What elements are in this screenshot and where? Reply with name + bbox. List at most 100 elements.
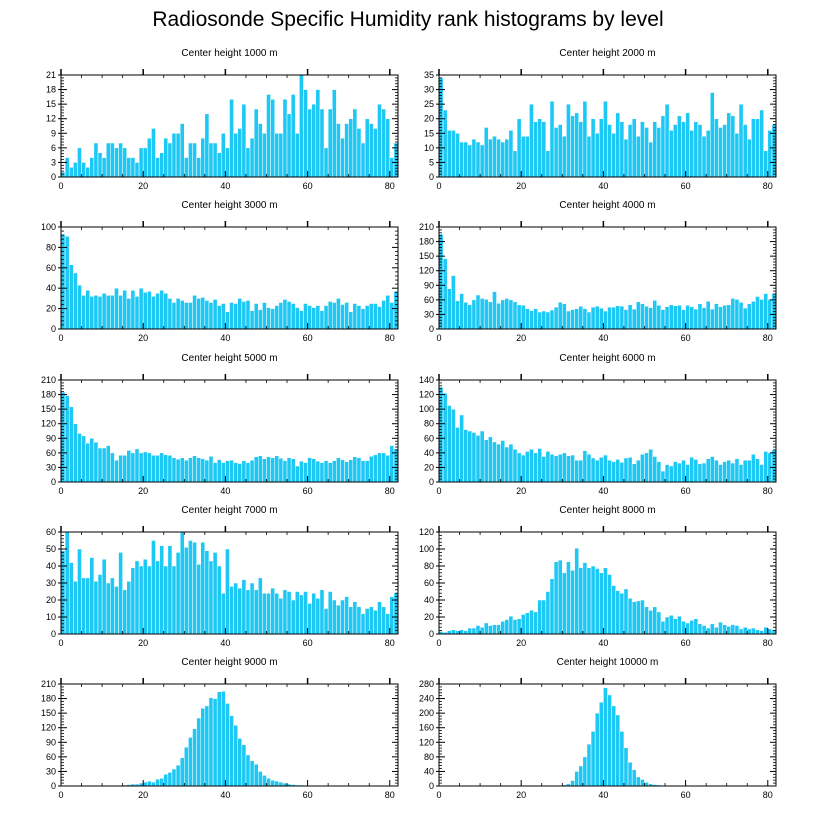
histogram-bar — [512, 150, 518, 178]
histogram-bar — [196, 564, 201, 635]
histogram-bar — [245, 754, 251, 787]
histogram-bar — [537, 599, 542, 635]
histogram-bar — [241, 301, 247, 330]
histogram-bar — [303, 89, 308, 178]
x-tick-label: 60 — [303, 181, 313, 191]
x-tick-label: 40 — [220, 333, 230, 343]
histogram-bar — [746, 459, 752, 483]
histogram-bar — [582, 100, 588, 178]
histogram-bar — [60, 233, 66, 330]
y-tick-label: 3 — [51, 157, 56, 167]
x-tick-label: 40 — [598, 790, 608, 800]
histogram-bar — [603, 310, 608, 330]
x-tick-label: 60 — [303, 486, 313, 496]
histogram-bar — [615, 112, 621, 178]
histogram-bar — [122, 289, 128, 330]
histogram-bar — [755, 458, 760, 483]
x-tick-label: 20 — [138, 638, 148, 648]
histogram-bar — [299, 594, 304, 635]
histogram-bar — [714, 626, 719, 635]
histogram-bar — [681, 121, 686, 178]
histogram-bar — [529, 448, 534, 483]
histogram-bar — [290, 458, 296, 483]
histogram-bar — [615, 305, 621, 330]
histogram-bar — [718, 621, 723, 635]
histogram-bar — [192, 295, 197, 330]
histogram-bar — [508, 615, 514, 635]
histogram-bar — [734, 299, 740, 330]
histogram-bar — [590, 118, 596, 178]
histogram-bar — [212, 142, 218, 178]
histogram-bar — [377, 452, 382, 483]
histogram-bar — [689, 456, 695, 483]
histogram-bar — [307, 305, 312, 330]
histogram-bar — [274, 133, 280, 178]
histogram-bar — [147, 137, 152, 178]
histogram-bar — [81, 162, 86, 178]
histogram-panel: Center height 2000 m 0 20 40 60 80 0 5 10 15 20 25 3… — [424, 48, 777, 191]
histogram-bar — [586, 743, 592, 787]
histogram-bar — [709, 92, 715, 178]
y-tick-label: 30 — [46, 766, 56, 776]
y-tick-label: 0 — [429, 477, 434, 487]
histogram-bar — [673, 124, 678, 178]
histogram-bar — [631, 769, 637, 787]
histogram-bar — [759, 464, 764, 483]
histogram-bar — [525, 612, 530, 635]
histogram-bar — [553, 127, 559, 178]
histogram-bar — [664, 616, 670, 635]
histogram-bar — [233, 725, 238, 787]
histogram-bar — [262, 775, 267, 787]
histogram-bar — [147, 780, 152, 787]
histogram-bar — [64, 235, 70, 330]
y-tick-label: 20 — [46, 595, 56, 605]
histogram-bar — [352, 303, 358, 330]
histogram-bar — [689, 306, 695, 330]
y-tick-label: 0 — [429, 172, 434, 182]
histogram-bar — [93, 295, 99, 330]
histogram-bar — [68, 562, 74, 635]
histogram-bar — [68, 264, 74, 330]
histogram-bar — [151, 540, 156, 635]
y-tick-label: 60 — [424, 433, 434, 443]
histogram-bar — [599, 701, 604, 787]
histogram-bar — [636, 135, 641, 178]
histogram-bar — [249, 760, 255, 787]
histogram-bar — [640, 454, 645, 483]
histogram-bar — [138, 287, 144, 330]
histogram-bar — [155, 293, 160, 330]
histogram-bar — [455, 630, 460, 635]
x-tick-label: 80 — [385, 638, 395, 648]
histogram-bar — [574, 547, 579, 635]
histogram-bar — [130, 452, 136, 483]
histogram-panel: Center height 7000 m 0 20 40 60 80 0 10 20 30 40 50… — [46, 505, 399, 648]
histogram-bar — [668, 130, 674, 178]
histogram-bar — [742, 307, 748, 330]
y-tick-label: 120 — [41, 419, 56, 429]
histogram-bar — [163, 137, 169, 178]
histogram-bar — [533, 611, 538, 635]
histogram-bar — [229, 459, 234, 483]
histogram-bar — [631, 463, 637, 483]
histogram-bar — [767, 130, 773, 178]
histogram-bar — [619, 462, 625, 483]
histogram-bar — [327, 301, 333, 330]
histogram-bar — [208, 697, 214, 787]
histogram-bar — [488, 436, 493, 483]
histogram-bar — [763, 626, 769, 635]
x-tick-label: 0 — [436, 790, 441, 800]
y-tick-label: 10 — [46, 612, 56, 622]
histogram-bar — [134, 560, 140, 635]
histogram-bar — [303, 303, 308, 330]
histogram-bar — [562, 135, 567, 178]
histogram-bar — [718, 464, 723, 483]
histogram-bar — [467, 430, 473, 483]
plot-frame — [438, 379, 777, 483]
x-tick-label: 40 — [220, 790, 230, 800]
panel-title: Center height 6000 m — [559, 353, 655, 364]
histogram-bar — [627, 762, 633, 787]
histogram-bar — [566, 103, 571, 178]
histogram-bar — [89, 557, 95, 635]
histogram-bar — [451, 629, 456, 635]
histogram-bar — [163, 774, 169, 787]
